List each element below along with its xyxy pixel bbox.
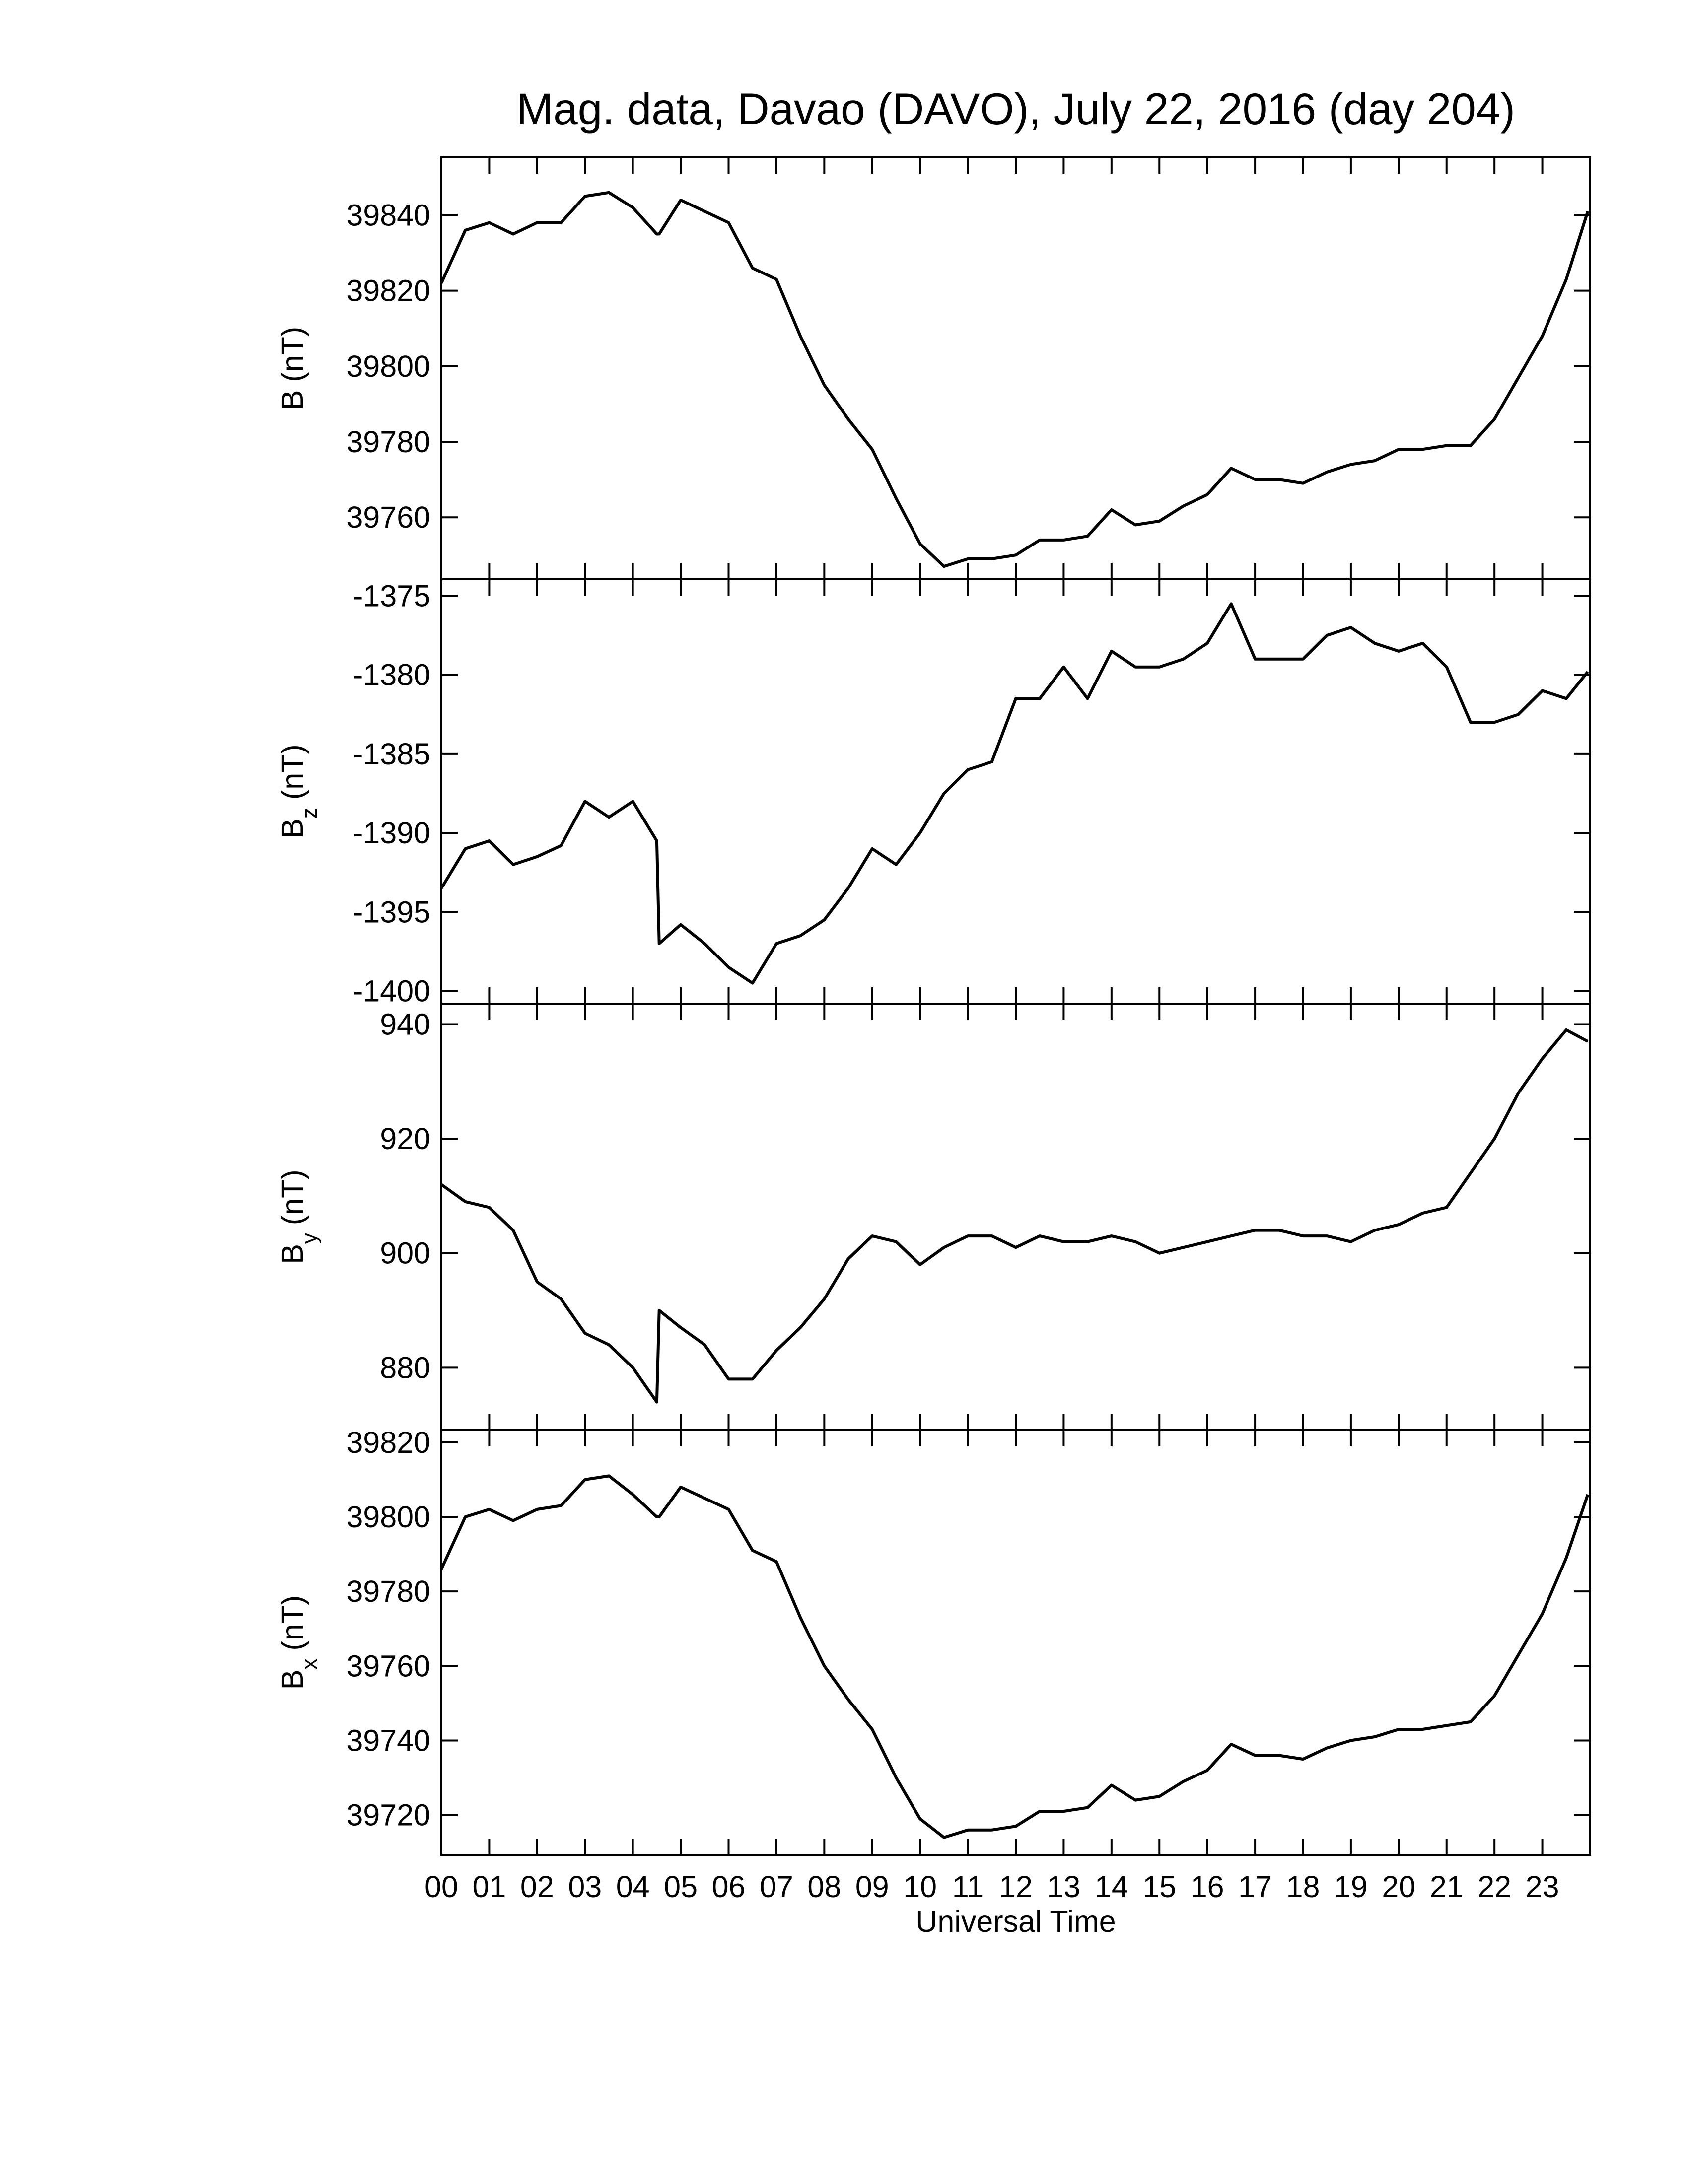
chart-title: Mag. data, Davao (DAVO), July 22, 2016 (… — [516, 84, 1515, 134]
y-tick-label: 39840 — [346, 198, 430, 232]
y-tick-label: 39820 — [346, 274, 430, 308]
y-tick-label: 39800 — [346, 1500, 430, 1534]
x-tick-label: 04 — [616, 1870, 650, 1904]
y-label-unit: (nT) — [276, 744, 309, 800]
data-line — [440, 1474, 1590, 1839]
y-tick-label: -1390 — [353, 816, 430, 850]
y-label-symbol: B — [276, 819, 309, 839]
y-axis-label: B (nT) — [276, 327, 309, 410]
x-tick-label: 16 — [1191, 1870, 1224, 1904]
x-tick-label: 20 — [1382, 1870, 1415, 1904]
y-label-symbol: B — [276, 390, 309, 410]
y-axis-label: Bz (nT) — [276, 744, 322, 839]
y-tick-label: 920 — [380, 1122, 430, 1156]
y-tick-label: 39720 — [346, 1798, 430, 1832]
x-tick-label: 01 — [472, 1870, 506, 1904]
x-tick-label: 14 — [1095, 1870, 1128, 1904]
x-tick-label: 00 — [424, 1870, 458, 1904]
y-label-unit: (nT) — [276, 1595, 309, 1651]
y-tick-label: -1395 — [353, 895, 430, 929]
x-tick-label: 17 — [1238, 1870, 1272, 1904]
y-tick-label: 39760 — [346, 500, 430, 534]
y-tick-label: 39820 — [346, 1426, 430, 1459]
y-label-subscript: y — [297, 1233, 322, 1244]
y-label-symbol: B — [276, 1244, 309, 1264]
x-tick-label: 22 — [1477, 1870, 1511, 1904]
x-tick-label: 11 — [952, 1870, 984, 1904]
data-line — [440, 191, 1590, 568]
x-tick-label: 03 — [568, 1870, 602, 1904]
x-tick-label: 06 — [712, 1870, 746, 1904]
x-tick-label: 18 — [1286, 1870, 1320, 1904]
x-tick-label: 07 — [760, 1870, 793, 1904]
y-tick-label: 880 — [380, 1351, 430, 1384]
y-tick-label: 39780 — [346, 425, 430, 459]
y-tick-label: -1400 — [353, 974, 430, 1008]
plot-frame — [440, 1429, 1591, 1856]
y-axis-label: By (nT) — [276, 1169, 322, 1264]
x-tick-label: 08 — [807, 1870, 841, 1904]
y-tick-label: 39800 — [346, 349, 430, 383]
y-tick-label: 39740 — [346, 1723, 430, 1757]
data-line — [440, 1028, 1589, 1404]
y-tick-label: 39780 — [346, 1574, 430, 1608]
x-tick-label: 12 — [999, 1870, 1033, 1904]
x-tick-label: 09 — [855, 1870, 889, 1904]
y-tick-label: 900 — [380, 1236, 430, 1270]
y-tick-label: 39760 — [346, 1649, 430, 1683]
x-tick-label: 23 — [1526, 1870, 1559, 1904]
y-tick-label: -1375 — [353, 579, 430, 613]
x-tick-label: 02 — [520, 1870, 554, 1904]
x-tick-label: 13 — [1047, 1870, 1080, 1904]
data-line — [440, 602, 1589, 985]
y-label-unit: (nT) — [276, 327, 309, 382]
x-axis-label: Universal Time — [915, 1905, 1116, 1938]
x-tick-label: 10 — [903, 1870, 937, 1904]
x-tick-label: 05 — [664, 1870, 698, 1904]
y-axis-label: Bx (nT) — [276, 1595, 322, 1690]
y-label-subscript: x — [297, 1659, 322, 1670]
y-tick-label: -1380 — [353, 658, 430, 692]
x-tick-label: 21 — [1430, 1870, 1464, 1904]
y-label-unit: (nT) — [276, 1169, 309, 1225]
y-label-subscript: z — [297, 808, 322, 819]
x-tick-label: 15 — [1142, 1870, 1176, 1904]
y-tick-label: 940 — [380, 1008, 430, 1041]
x-tick-label: 19 — [1334, 1870, 1368, 1904]
y-tick-label: -1385 — [353, 737, 430, 771]
y-label-symbol: B — [276, 1670, 309, 1690]
